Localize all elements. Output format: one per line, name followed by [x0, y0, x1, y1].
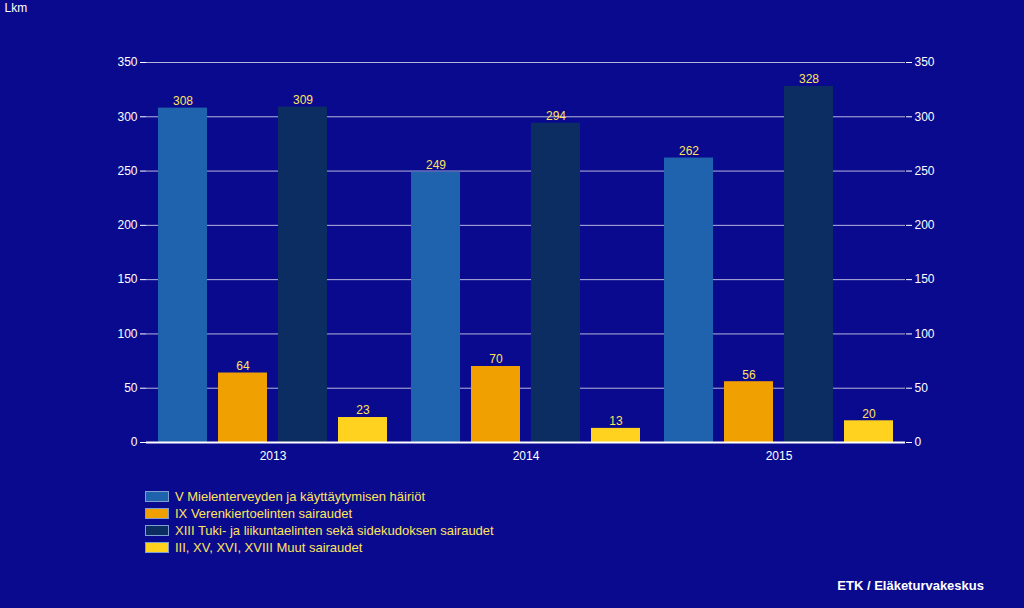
- svg-text:309: 309: [293, 93, 313, 107]
- svg-text:64: 64: [236, 359, 250, 373]
- svg-text:350: 350: [915, 55, 935, 69]
- svg-text:328: 328: [799, 72, 819, 86]
- svg-text:0: 0: [915, 435, 922, 449]
- html-text:III, XV, XVI, XVIII Muut saira: III, XV, XVI, XVIII Muut sairaudet: [175, 540, 363, 555]
- svg-text:0: 0: [131, 435, 138, 449]
- svg-text:56: 56: [742, 368, 756, 382]
- svg-text:Lkm: Lkm: [5, 1, 28, 15]
- svg-text:100: 100: [915, 327, 935, 341]
- svg-text:100: 100: [117, 327, 137, 341]
- svg-text:20: 20: [862, 407, 876, 421]
- html-text:XIII Tuki- ja liikuntaelinten: XIII Tuki- ja liikuntaelinten sekä sidek…: [175, 523, 494, 538]
- svg-text:250: 250: [915, 164, 935, 178]
- html-text:ETK / Eläketurvakeskus: ETK / Eläketurvakeskus: [837, 578, 984, 593]
- svg-text:200: 200: [117, 218, 137, 232]
- svg-text:13: 13: [609, 414, 623, 428]
- svg-text:350: 350: [117, 55, 137, 69]
- svg-text:50: 50: [915, 381, 929, 395]
- svg-text:250: 250: [117, 164, 137, 178]
- svg-text:300: 300: [915, 110, 935, 124]
- svg-text:150: 150: [915, 272, 935, 286]
- html-text:V Mielenterveyden ja käyttäyty: V Mielenterveyden ja käyttäytymisen häir…: [175, 489, 425, 504]
- svg-text:200: 200: [915, 218, 935, 232]
- svg-text:2013: 2013: [260, 449, 287, 463]
- svg-text:50: 50: [124, 381, 138, 395]
- svg-text:70: 70: [489, 352, 503, 366]
- svg-text:294: 294: [546, 109, 566, 123]
- svg-text:300: 300: [117, 110, 137, 124]
- svg-text:249: 249: [426, 158, 446, 172]
- svg-text:23: 23: [356, 403, 370, 417]
- svg-text:2014: 2014: [513, 449, 540, 463]
- html-text:IX Verenkiertoelinten sairaude: IX Verenkiertoelinten sairaudet: [175, 506, 353, 521]
- svg-text:2015: 2015: [766, 449, 793, 463]
- svg-text:262: 262: [679, 144, 699, 158]
- svg-text:150: 150: [117, 272, 137, 286]
- svg-text:308: 308: [173, 94, 193, 108]
